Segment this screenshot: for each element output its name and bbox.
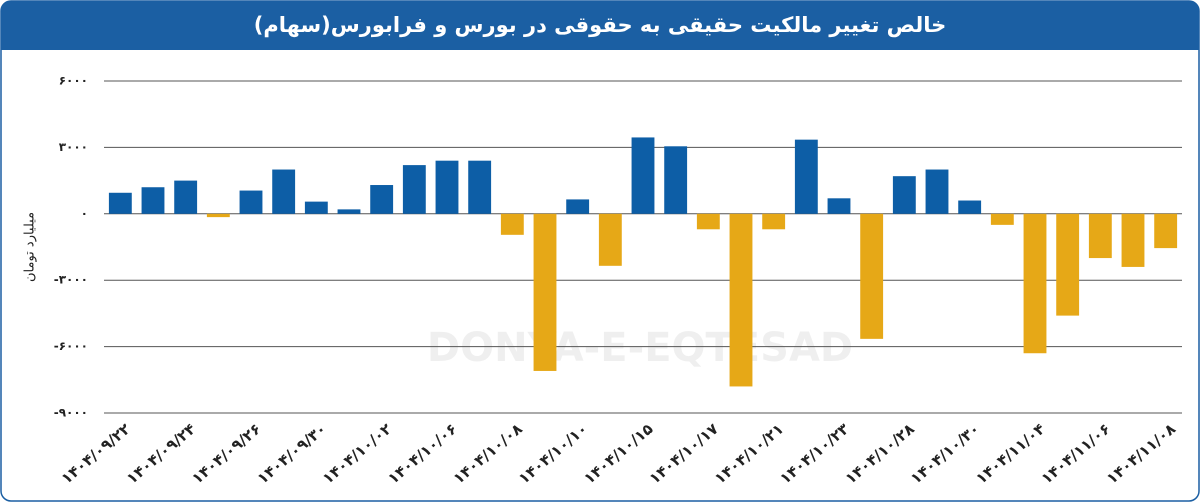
y-tick-label: -۳۰۰۰	[54, 273, 88, 287]
bar	[1056, 213, 1080, 316]
bar	[370, 185, 394, 214]
bar	[696, 213, 720, 230]
bar	[958, 200, 982, 214]
y-tick-label: ۶۰۰۰	[59, 74, 88, 88]
y-axis-label: میلیارد تومان	[23, 212, 38, 282]
bar	[1088, 213, 1112, 259]
bar	[1121, 213, 1145, 267]
bar	[860, 213, 884, 339]
bar	[1154, 213, 1178, 249]
bar	[794, 139, 818, 214]
bar	[631, 137, 655, 214]
bar	[206, 213, 230, 218]
bar	[729, 213, 753, 387]
bar	[500, 213, 524, 235]
bar	[272, 169, 296, 214]
y-tick-label: ۳۰۰۰	[59, 140, 88, 154]
bar	[108, 192, 132, 214]
bar	[990, 213, 1014, 225]
bar	[762, 213, 786, 230]
bar	[402, 165, 426, 214]
y-tick-label: -۶۰۰۰	[54, 339, 88, 353]
bar	[239, 190, 263, 214]
title-bar	[1, 1, 1199, 50]
bar	[468, 160, 492, 214]
bar	[598, 213, 622, 266]
bar	[566, 199, 590, 214]
bar	[827, 198, 851, 214]
bar	[925, 169, 949, 214]
bar	[337, 209, 361, 214]
bar	[141, 187, 165, 214]
y-tick-label: ۰	[81, 206, 88, 220]
bar	[892, 176, 916, 214]
bar	[664, 146, 688, 214]
watermark: DONYA-E-EQTESAD	[427, 325, 853, 371]
bar	[533, 213, 557, 371]
y-tick-label: -۹۰۰۰	[54, 406, 88, 420]
bar	[1023, 213, 1047, 354]
bar	[435, 160, 459, 214]
bar	[304, 201, 328, 214]
chart-title: خالص تغییر مالکیت حقیقی به حقوقی در بورس…	[254, 13, 946, 37]
bar	[174, 180, 198, 214]
